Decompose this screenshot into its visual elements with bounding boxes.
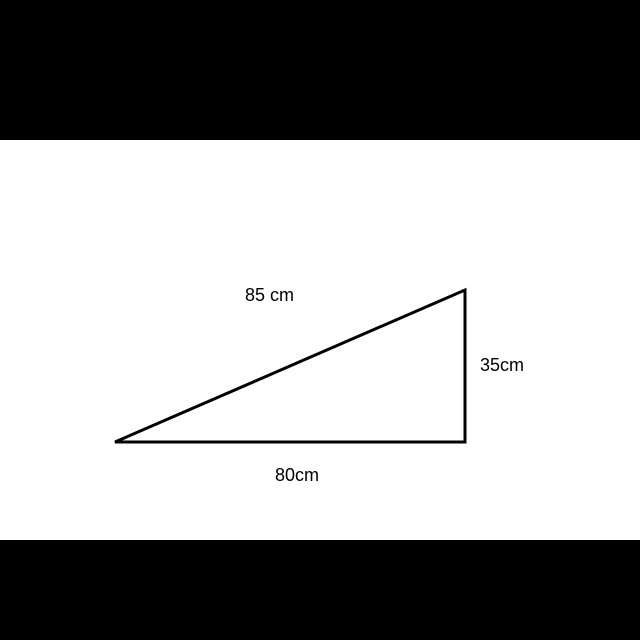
diagram-canvas: 85 cm 35cm 80cm bbox=[0, 140, 640, 540]
hypotenuse-label: 85 cm bbox=[245, 285, 294, 306]
triangle-shape bbox=[0, 140, 640, 540]
base-label: 80cm bbox=[275, 465, 319, 486]
right-side-label: 35cm bbox=[480, 355, 524, 376]
triangle-polygon bbox=[115, 290, 465, 442]
